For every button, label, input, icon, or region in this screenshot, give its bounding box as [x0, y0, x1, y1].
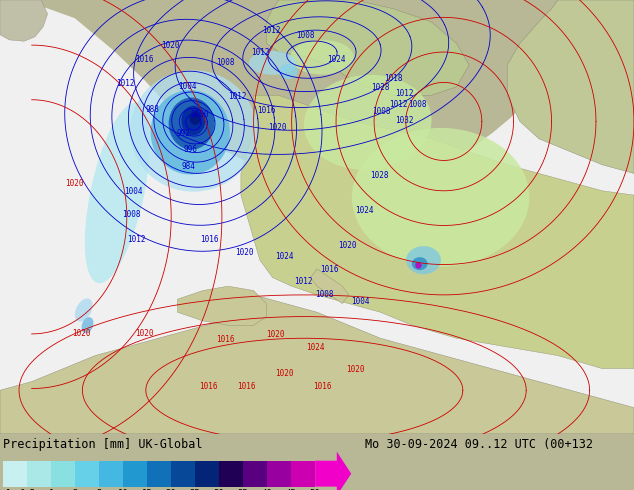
Text: 1032: 1032	[395, 116, 414, 125]
Text: 1020: 1020	[338, 241, 357, 249]
Text: 984: 984	[182, 163, 196, 172]
Text: 1012: 1012	[228, 92, 247, 101]
Ellipse shape	[279, 64, 298, 79]
Ellipse shape	[249, 51, 296, 75]
Polygon shape	[311, 269, 349, 304]
Bar	[195, 461, 219, 487]
Text: 1004: 1004	[178, 82, 197, 91]
Text: 1020: 1020	[160, 41, 179, 50]
Text: Precipitation [mm] UK-Global: Precipitation [mm] UK-Global	[3, 438, 203, 451]
Text: 1016: 1016	[198, 382, 217, 392]
Text: 1016: 1016	[200, 235, 219, 244]
Polygon shape	[184, 85, 202, 100]
Text: 1008: 1008	[122, 210, 141, 219]
Ellipse shape	[352, 128, 529, 267]
Bar	[123, 461, 147, 487]
Ellipse shape	[130, 70, 257, 192]
Text: 1024: 1024	[275, 252, 294, 261]
Text: 1020: 1020	[135, 328, 154, 338]
Text: 1008: 1008	[408, 99, 427, 109]
Text: 1016: 1016	[313, 382, 332, 392]
Text: 1012: 1012	[127, 235, 146, 244]
Text: 1016: 1016	[320, 265, 339, 274]
Polygon shape	[241, 96, 634, 368]
Text: 1028: 1028	[371, 83, 390, 92]
Bar	[219, 461, 243, 487]
Text: 1016: 1016	[257, 106, 276, 115]
Ellipse shape	[150, 90, 230, 174]
Ellipse shape	[85, 103, 150, 283]
Text: 1016: 1016	[216, 335, 235, 343]
Text: 992: 992	[177, 129, 191, 138]
Text: 1028: 1028	[370, 171, 389, 180]
Ellipse shape	[190, 111, 201, 125]
Text: 1012: 1012	[262, 26, 281, 35]
Bar	[27, 461, 51, 487]
Text: 1016: 1016	[135, 55, 154, 64]
Text: Mo 30-09-2024 09..12 UTC (00+132: Mo 30-09-2024 09..12 UTC (00+132	[365, 438, 593, 451]
Bar	[3, 461, 27, 487]
Bar	[147, 461, 171, 487]
Bar	[267, 461, 291, 487]
Polygon shape	[170, 88, 181, 96]
Text: 1020: 1020	[268, 123, 287, 132]
Text: 1008: 1008	[372, 107, 391, 117]
Polygon shape	[0, 295, 634, 434]
Bar	[171, 461, 195, 487]
Bar	[243, 461, 267, 487]
Text: 1020: 1020	[72, 328, 91, 338]
Text: 1008: 1008	[296, 31, 315, 40]
PathPatch shape	[0, 0, 634, 434]
Text: 1020: 1020	[275, 369, 294, 378]
Ellipse shape	[181, 106, 205, 135]
Text: 1008: 1008	[216, 58, 235, 68]
Bar	[291, 461, 315, 487]
FancyArrow shape	[315, 452, 351, 490]
Text: 1020: 1020	[346, 365, 365, 374]
Text: 1012: 1012	[250, 48, 269, 56]
Polygon shape	[178, 286, 266, 325]
Text: 1012: 1012	[116, 79, 135, 88]
Text: 1024: 1024	[306, 343, 325, 352]
Polygon shape	[0, 0, 48, 41]
Text: 1012: 1012	[395, 89, 414, 98]
Text: 1020: 1020	[235, 248, 254, 257]
Text: 1024: 1024	[327, 55, 346, 64]
Text: 1016: 1016	[236, 382, 256, 392]
Text: 1012: 1012	[389, 99, 408, 109]
Text: 996: 996	[183, 145, 197, 154]
Ellipse shape	[75, 298, 93, 321]
Text: 1024: 1024	[355, 206, 374, 215]
Ellipse shape	[415, 262, 422, 269]
Text: 1004: 1004	[124, 187, 143, 196]
Ellipse shape	[304, 75, 432, 170]
Text: 1018: 1018	[384, 74, 403, 83]
Text: 1004: 1004	[351, 297, 370, 306]
Ellipse shape	[82, 317, 93, 333]
Text: 1020: 1020	[266, 330, 285, 339]
Text: 1020: 1020	[65, 178, 84, 188]
Polygon shape	[507, 0, 634, 173]
Bar	[99, 461, 123, 487]
Ellipse shape	[169, 98, 214, 149]
Bar	[75, 461, 99, 487]
Ellipse shape	[290, 40, 354, 74]
Text: 1012: 1012	[294, 276, 313, 286]
Text: 988: 988	[145, 105, 159, 114]
Text: 1008: 1008	[315, 290, 334, 298]
Polygon shape	[266, 0, 469, 96]
Ellipse shape	[406, 246, 441, 274]
Ellipse shape	[412, 257, 427, 270]
Text: 1000: 1000	[190, 110, 209, 120]
Bar	[51, 461, 75, 487]
